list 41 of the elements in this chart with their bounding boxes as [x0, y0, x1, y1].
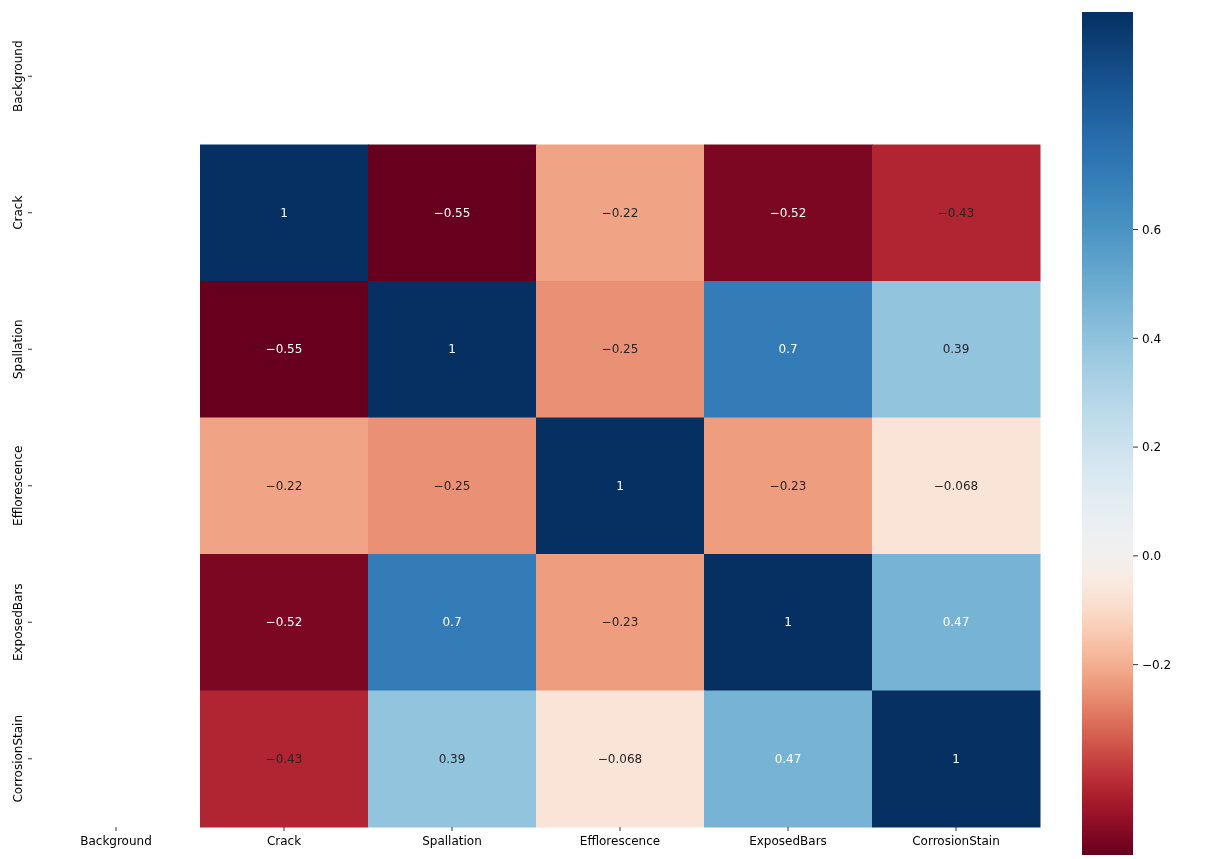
data-label: 0.7: [442, 615, 462, 630]
x-tick-label: CorrosionStain: [912, 834, 1000, 848]
data-label: −0.52: [769, 205, 807, 220]
color-bar-label: 0.4: [1142, 331, 1162, 346]
x-tick-label: Spallation: [422, 834, 482, 848]
y-tick-label: Background: [11, 40, 25, 113]
data-label: 1: [280, 205, 288, 220]
data-label: −0.23: [769, 478, 807, 493]
color-bar-label: 0.6: [1142, 222, 1162, 237]
data-label: −0.25: [433, 478, 471, 493]
data-label: 1: [448, 342, 456, 357]
data-label: 1: [952, 751, 960, 766]
data-label: 0.39: [438, 751, 466, 766]
data-label: 0.47: [942, 615, 970, 630]
data-label: −0.43: [937, 205, 975, 220]
data-label: −0.22: [265, 478, 303, 493]
data-label: −0.068: [933, 478, 979, 493]
y-tick-label: ExposedBars: [11, 583, 25, 662]
color-bar-label: 0.2: [1142, 440, 1162, 455]
data-label: 0.47: [774, 751, 802, 766]
data-label: 0.39: [942, 342, 970, 357]
color-bar-label: −0.2: [1142, 657, 1172, 672]
data-label: −0.068: [597, 751, 643, 766]
data-label: −0.52: [265, 615, 303, 630]
data-label: −0.55: [433, 205, 471, 220]
data-label: −0.22: [601, 205, 639, 220]
data-label: 0.7: [778, 342, 798, 357]
x-tick-label: Crack: [266, 834, 302, 848]
color-bar-label: 0.0: [1142, 549, 1162, 564]
x-tick-label: Efflorescence: [579, 834, 661, 848]
y-tick-label: Crack: [11, 195, 25, 230]
y-tick-label: Efflorescence: [11, 445, 25, 526]
data-label: 1: [616, 478, 624, 493]
x-tick-label: Background: [80, 834, 152, 848]
data-label: −0.25: [601, 342, 639, 357]
y-tick-label: Spallation: [11, 319, 25, 380]
data-label: 1: [784, 615, 792, 630]
data-label: −0.43: [265, 751, 303, 766]
data-label: −0.23: [601, 615, 639, 630]
x-tick-label: ExposedBars: [749, 834, 827, 848]
data-label: −0.55: [265, 342, 303, 357]
